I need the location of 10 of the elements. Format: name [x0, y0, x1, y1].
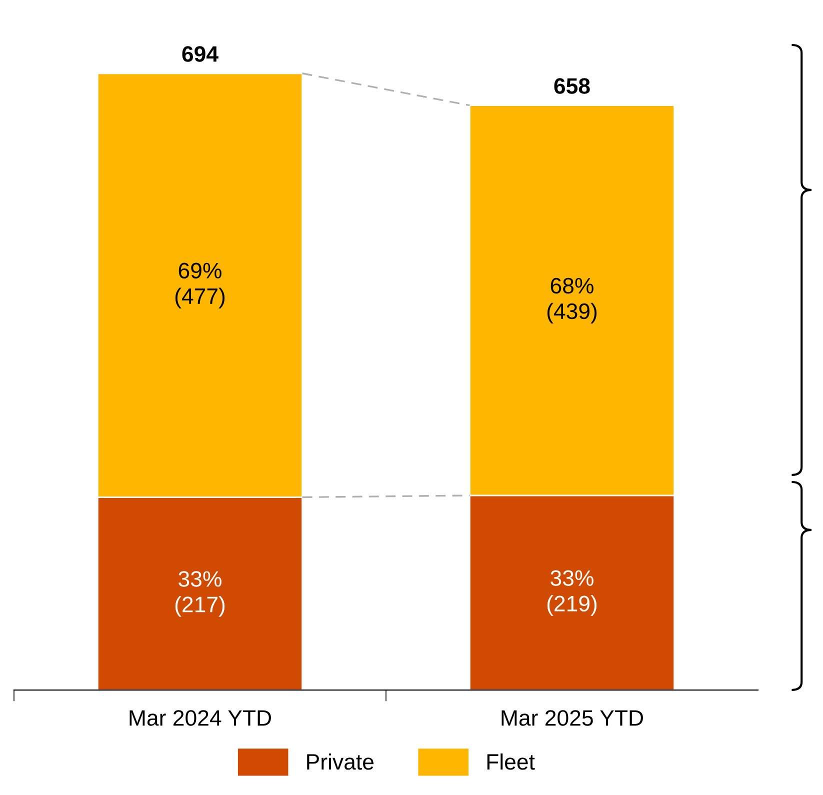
x-tick-label: Mar 2024 YTD: [130, 710, 271, 726]
legend-label: Private: [307, 753, 374, 770]
data-label: 69% (477): [175, 262, 225, 308]
total-label: 658: [554, 78, 590, 94]
data-label: 33% (219): [547, 570, 597, 616]
total-label: 694: [182, 46, 218, 62]
x-tick-label: Mar 2025 YTD: [502, 710, 643, 726]
data-label: 33% (217): [175, 571, 225, 617]
legend-label: Fleet: [487, 753, 535, 770]
data-label: 68% (439): [547, 278, 597, 324]
